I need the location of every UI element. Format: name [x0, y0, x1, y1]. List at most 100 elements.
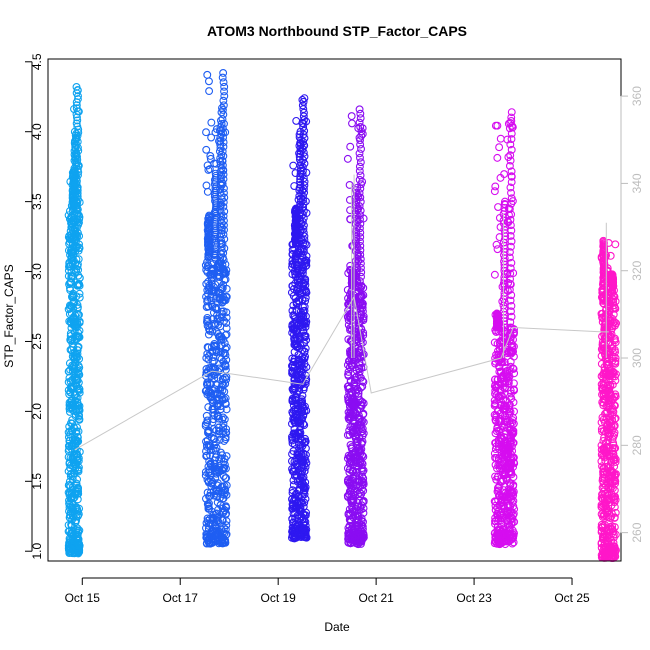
data-point — [208, 418, 217, 427]
data-point — [356, 109, 365, 118]
data-point — [300, 339, 309, 348]
data-point — [349, 474, 357, 482]
data-point — [218, 73, 227, 82]
data-point — [66, 400, 75, 409]
data-point — [288, 281, 297, 290]
data-point — [347, 413, 356, 422]
data-point — [220, 207, 229, 216]
data-point — [301, 495, 310, 503]
data-point — [597, 441, 606, 450]
data-point — [356, 255, 365, 264]
data-point — [507, 226, 516, 235]
data-point — [509, 497, 518, 505]
data-point — [69, 304, 78, 313]
x-axis-label: Date — [324, 620, 350, 634]
data-point — [65, 390, 74, 399]
data-point — [359, 530, 368, 538]
data-point — [490, 338, 499, 347]
data-point — [298, 286, 307, 295]
data-point — [358, 417, 367, 426]
data-point — [298, 95, 307, 104]
data-point — [207, 395, 216, 404]
data-point — [203, 317, 212, 326]
data-point — [353, 430, 362, 439]
data-point — [500, 401, 509, 410]
data-point — [503, 452, 511, 461]
data-point — [600, 500, 609, 509]
data-point — [296, 269, 305, 278]
data-point — [506, 296, 515, 305]
y2-tick-label: 340 — [630, 173, 644, 193]
data-point — [599, 509, 608, 518]
data-point — [208, 347, 217, 356]
data-point — [219, 138, 228, 147]
data-series-1 — [64, 83, 84, 558]
data-point — [355, 118, 364, 127]
data-point — [359, 474, 368, 483]
data-point — [300, 152, 309, 161]
secondary-line-group — [74, 174, 609, 451]
data-point — [203, 70, 212, 79]
data-point — [290, 440, 299, 449]
data-point — [345, 465, 354, 474]
data-point — [222, 405, 231, 414]
data-point — [348, 119, 356, 128]
data-point — [209, 353, 218, 362]
data-point — [355, 105, 364, 114]
data-point — [202, 303, 211, 312]
data-point — [608, 529, 617, 538]
data-point — [356, 206, 365, 215]
data-point — [207, 118, 216, 127]
data-point — [506, 151, 515, 160]
data-point — [298, 414, 307, 423]
data-point — [506, 183, 515, 192]
data-point — [74, 367, 83, 375]
data-point — [218, 494, 227, 503]
data-point — [494, 442, 503, 451]
data-point — [64, 488, 73, 497]
data-point — [506, 242, 515, 251]
data-point — [211, 294, 220, 303]
data-point — [219, 202, 228, 211]
data-point — [72, 101, 81, 110]
data-point — [218, 156, 227, 165]
data-point — [298, 323, 307, 332]
data-point — [294, 451, 303, 460]
data-point — [500, 384, 509, 393]
data-point — [220, 535, 229, 544]
data-point — [348, 322, 357, 331]
data-point — [204, 504, 213, 513]
data-point — [67, 336, 76, 345]
data-point — [67, 309, 76, 318]
data-point — [295, 501, 304, 510]
data-point — [505, 285, 514, 294]
data-point — [505, 253, 514, 262]
data-point — [289, 384, 298, 393]
data-point — [220, 348, 229, 357]
data-point — [205, 491, 214, 500]
data-point — [494, 483, 503, 492]
data-point — [507, 291, 516, 300]
data-point — [221, 435, 230, 444]
data-point — [355, 202, 364, 211]
data-point — [509, 419, 518, 428]
data-point — [494, 203, 502, 211]
data-point — [219, 170, 228, 179]
data-point — [220, 415, 229, 424]
data-point — [357, 401, 366, 409]
data-point — [492, 391, 501, 400]
data-point — [356, 259, 365, 268]
data-point — [74, 547, 83, 556]
data-point — [215, 435, 224, 444]
data-point — [296, 441, 305, 450]
data-point — [495, 233, 504, 242]
data-point — [357, 281, 366, 290]
data-point — [490, 449, 499, 458]
data-point — [356, 193, 365, 202]
x-tick-label: Oct 15 — [65, 591, 101, 605]
data-point — [213, 492, 222, 501]
data-point — [222, 375, 231, 384]
data-point — [221, 360, 229, 369]
data-point — [70, 164, 79, 173]
data-point — [356, 136, 364, 145]
